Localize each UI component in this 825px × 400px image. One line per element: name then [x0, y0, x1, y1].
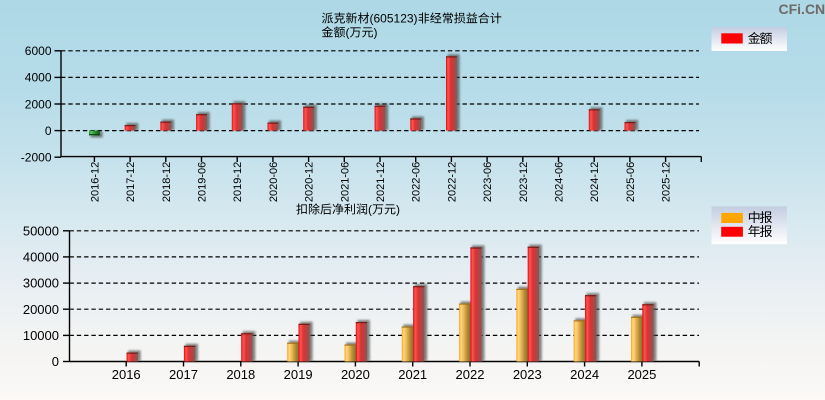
svg-text:0: 0: [45, 124, 52, 138]
svg-text:2021-06: 2021-06: [339, 162, 351, 202]
svg-text:2000: 2000: [25, 97, 52, 111]
svg-text:0: 0: [52, 354, 59, 369]
svg-text:2023-06: 2023-06: [482, 162, 494, 202]
svg-text:2024: 2024: [570, 367, 599, 382]
svg-text:2025-12: 2025-12: [661, 162, 673, 202]
svg-text:4000: 4000: [25, 71, 52, 85]
svg-text:(: (: [368, 203, 372, 217]
svg-text:6000: 6000: [25, 44, 52, 58]
svg-text:2019-06: 2019-06: [197, 162, 209, 202]
svg-text:2016: 2016: [112, 367, 141, 382]
svg-text:): ): [396, 203, 400, 217]
svg-text:2025: 2025: [627, 367, 656, 382]
svg-text:10000: 10000: [23, 328, 59, 343]
svg-text:-2000: -2000: [21, 151, 52, 165]
svg-text:(605123): (605123): [370, 12, 418, 26]
svg-text:2019: 2019: [284, 367, 313, 382]
svg-text:2023: 2023: [513, 367, 542, 382]
svg-text:2020: 2020: [341, 367, 370, 382]
svg-text:2022: 2022: [456, 367, 485, 382]
svg-text:): ): [374, 26, 378, 40]
svg-text:2018-12: 2018-12: [161, 162, 173, 202]
svg-text:40000: 40000: [23, 250, 59, 265]
svg-text:2019-12: 2019-12: [232, 162, 244, 202]
svg-text:2021-12: 2021-12: [375, 162, 387, 202]
svg-text:2023-12: 2023-12: [518, 162, 530, 202]
svg-text:(: (: [346, 26, 350, 40]
svg-text:2020-06: 2020-06: [268, 162, 280, 202]
svg-text:2020-12: 2020-12: [304, 162, 316, 202]
svg-text:30000: 30000: [23, 276, 59, 291]
svg-text:CFi.CN: CFi.CN: [779, 1, 825, 17]
svg-text:2017-12: 2017-12: [125, 162, 137, 202]
svg-text:2022-06: 2022-06: [411, 162, 423, 202]
svg-text:50000: 50000: [23, 223, 59, 238]
svg-text:2025-06: 2025-06: [625, 162, 637, 202]
svg-text:2024-12: 2024-12: [589, 162, 601, 202]
svg-text:2022-12: 2022-12: [446, 162, 458, 202]
svg-text:2017: 2017: [169, 367, 198, 382]
svg-text:2016-12: 2016-12: [89, 162, 101, 202]
svg-text:20000: 20000: [23, 302, 59, 317]
svg-text:2024-06: 2024-06: [554, 162, 566, 202]
svg-text:2018: 2018: [226, 367, 255, 382]
svg-text:2021: 2021: [398, 367, 427, 382]
